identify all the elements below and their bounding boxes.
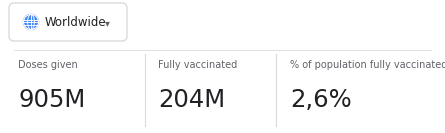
Text: 204M: 204M bbox=[158, 88, 225, 112]
Text: Fully vaccinated: Fully vaccinated bbox=[158, 60, 237, 70]
FancyBboxPatch shape bbox=[9, 3, 127, 41]
Text: Worldwide: Worldwide bbox=[45, 16, 107, 29]
Circle shape bbox=[24, 14, 39, 30]
Text: % of population fully vaccinated: % of population fully vaccinated bbox=[290, 60, 445, 70]
Text: ▾: ▾ bbox=[105, 18, 110, 28]
Text: 2,6%: 2,6% bbox=[290, 88, 352, 112]
Text: Doses given: Doses given bbox=[18, 60, 78, 70]
Text: 905M: 905M bbox=[18, 88, 85, 112]
